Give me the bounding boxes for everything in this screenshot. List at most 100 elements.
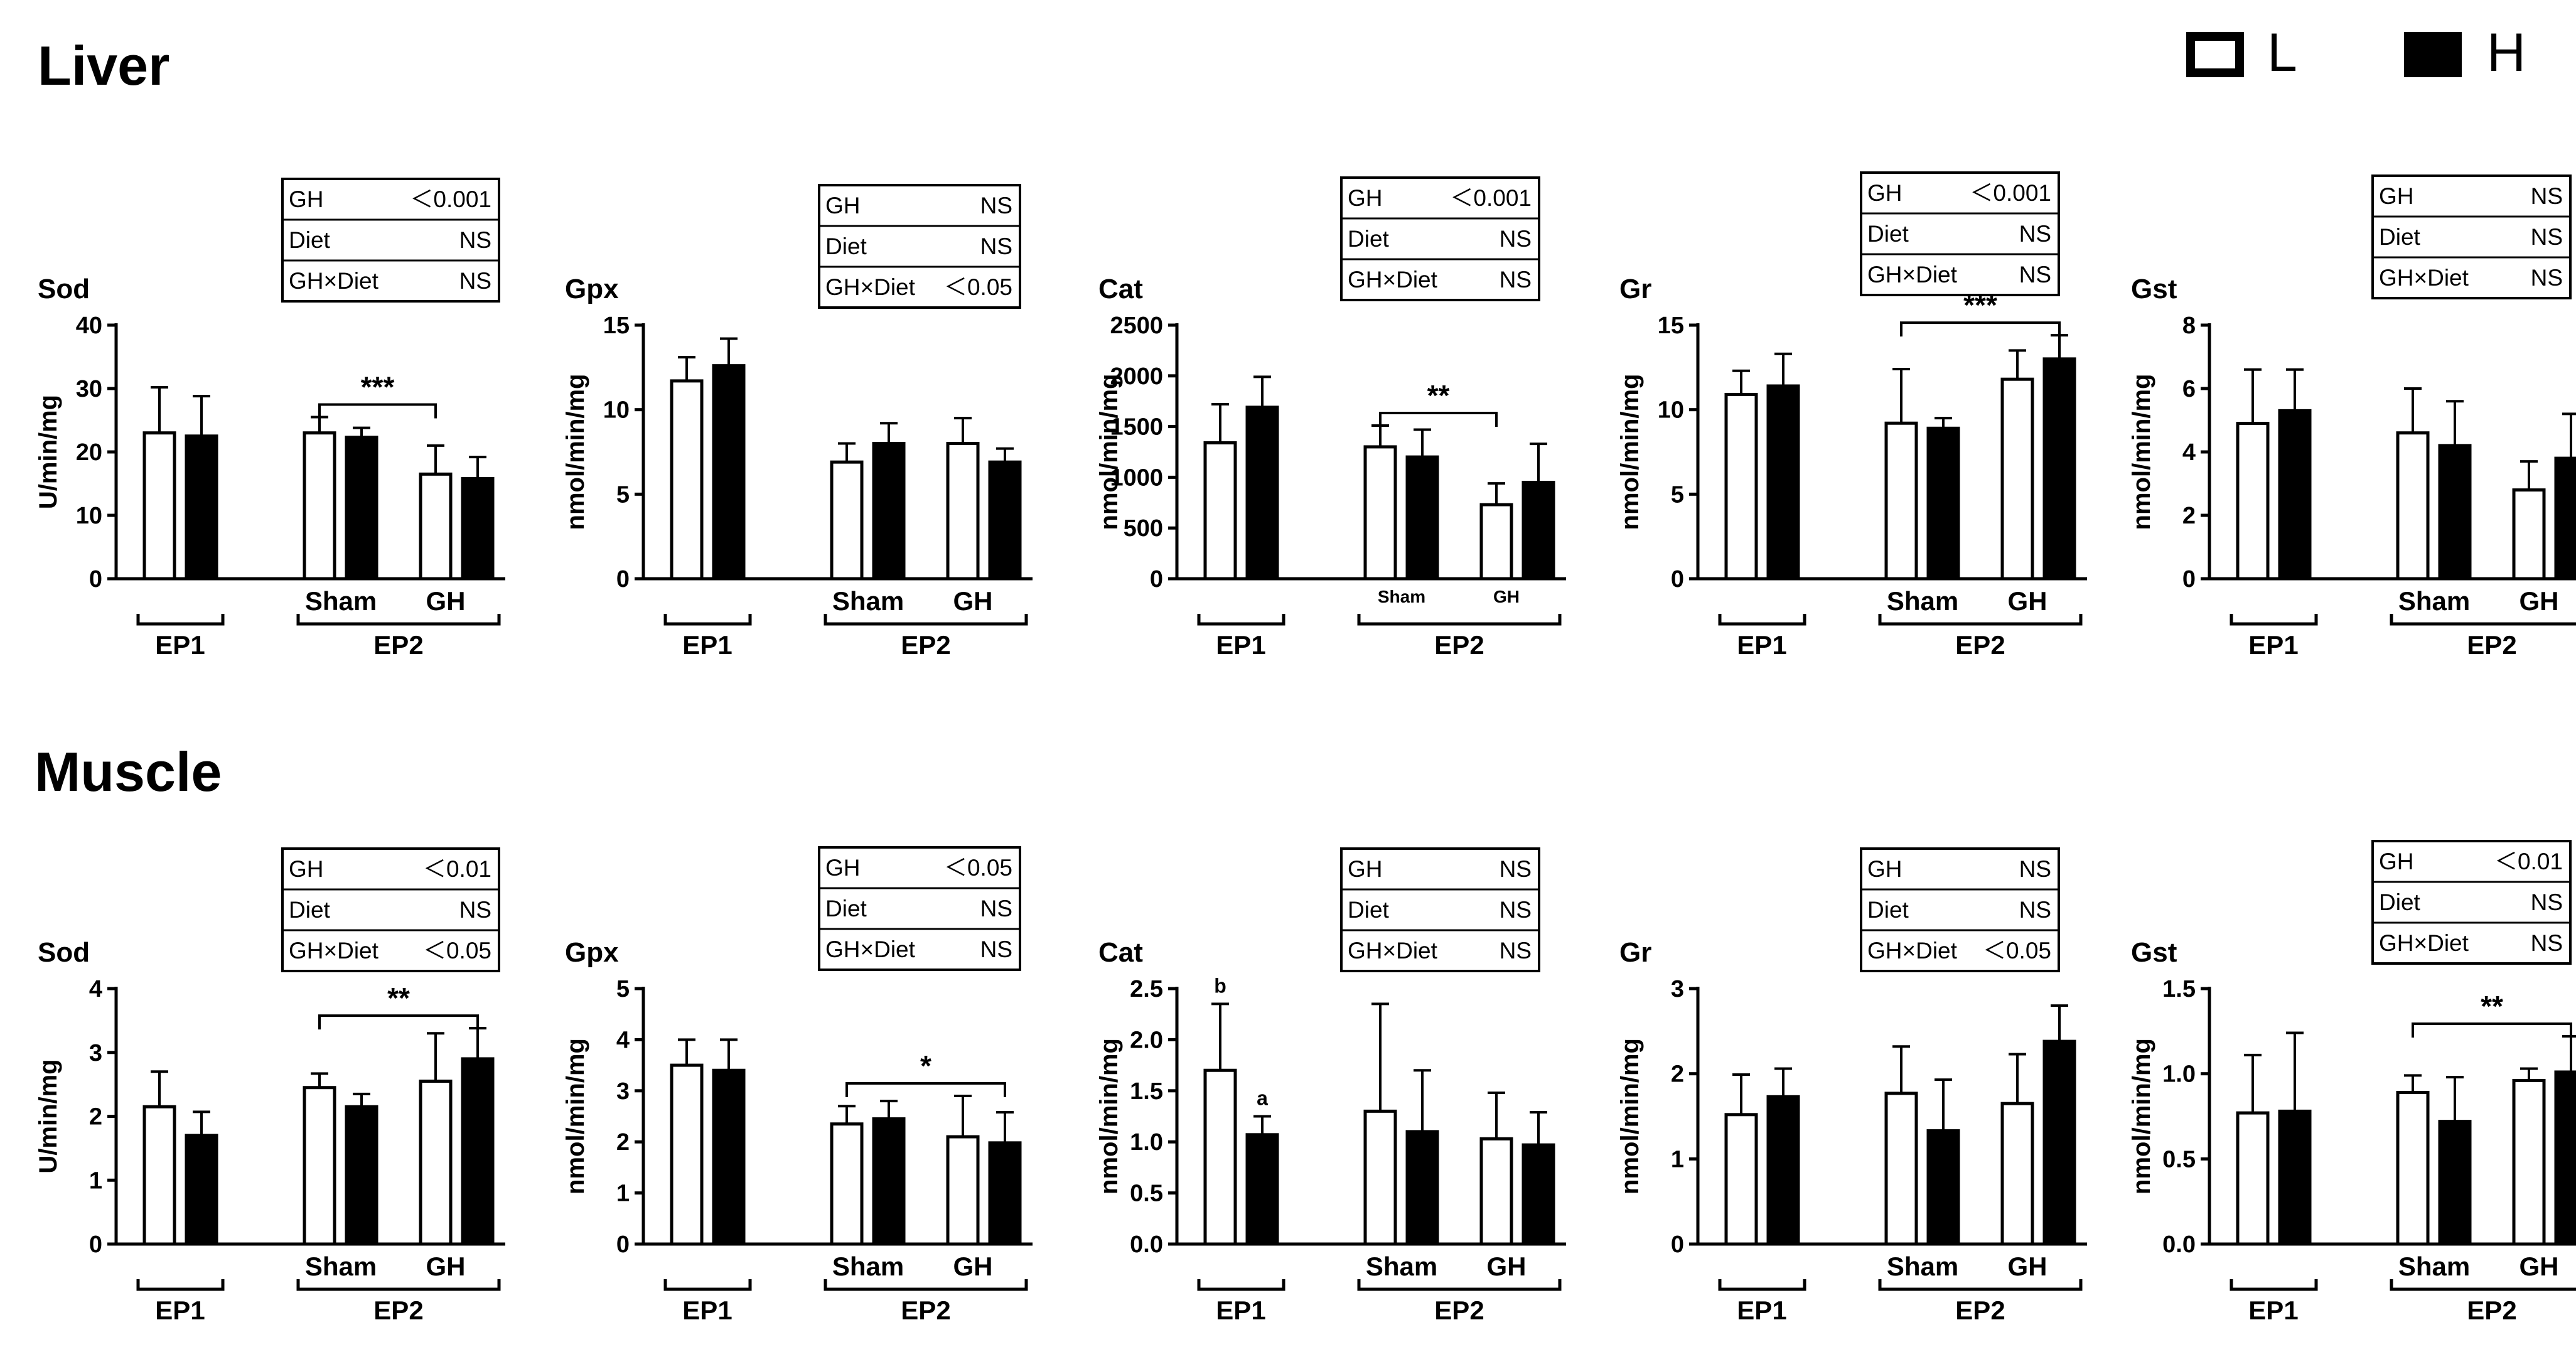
y-tick-label: 20 <box>76 439 102 466</box>
stats-box <box>818 846 1021 971</box>
stats-factor: GH <box>1867 856 1902 882</box>
bar-l <box>1479 503 1513 581</box>
bracket-ep2 <box>296 614 501 626</box>
stats-pvalue: NS <box>2019 897 2051 923</box>
significance-bracket <box>845 1081 1006 1097</box>
stats-factor: GH <box>1348 856 1383 882</box>
stats-factor: Diet <box>1867 897 1909 923</box>
bracket-ep2 <box>824 614 1028 626</box>
section-title-liver: Liver <box>38 35 169 97</box>
bar-h <box>1245 405 1279 581</box>
stats-pvalue: NS <box>980 936 1012 962</box>
bar-l <box>1203 441 1237 581</box>
stats-pvalue: NS <box>459 227 491 253</box>
y-tick-label: 10 <box>603 397 630 424</box>
bar-l <box>2000 377 2034 581</box>
y-tick-label: 1500 <box>1110 414 1163 441</box>
bar-l <box>2396 431 2430 581</box>
y-tick-label: 500 <box>1124 515 1163 542</box>
bar-l <box>1363 445 1397 581</box>
bar-h <box>2278 409 2312 581</box>
significance-bracket <box>318 1014 479 1030</box>
bar-l <box>946 1135 980 1246</box>
sub-label-gh: GH <box>2008 586 2047 616</box>
bracket-ep2 <box>1357 1279 1562 1291</box>
stats-pvalue: NS <box>1500 856 1532 882</box>
y-tick-label: 0 <box>89 566 102 593</box>
chart-title: Sod <box>38 937 90 968</box>
bar-h <box>1926 1129 1960 1246</box>
chart-title: Gr <box>1619 274 1651 304</box>
bracket-ep1 <box>663 614 752 626</box>
stats-box <box>1340 847 1540 972</box>
legend-low-swatch <box>2186 32 2244 77</box>
stats-box <box>2371 840 2572 965</box>
y-tick-label: 2000 <box>1110 363 1163 390</box>
group-label-ep2: EP2 <box>2467 1296 2516 1325</box>
stats-factor: Diet <box>825 233 867 259</box>
y-tick-label: 5 <box>1671 481 1684 508</box>
group-label-ep2: EP2 <box>1434 630 1484 660</box>
group-label-ep1: EP1 <box>2248 630 2298 660</box>
stats-factor: GH×Diet <box>1348 267 1438 292</box>
stats-factor: GH×Diet <box>1867 938 1958 963</box>
stats-pvalue: NS <box>1500 897 1532 923</box>
stats-box <box>2371 174 2572 299</box>
significance-marker: * <box>920 1049 931 1082</box>
bar-l <box>1724 392 1758 581</box>
chart-title: Gst <box>2131 937 2177 968</box>
bar-h <box>1766 1095 1800 1246</box>
bar-l <box>419 472 453 581</box>
y-axis-label: nmol/min/mg <box>562 1038 589 1194</box>
chart-muscle-sod: Sod U/min/mg 0 1 2 3 4 EP1 EP2 Sham GH ** GH ＜0.01 Die… <box>35 847 505 1325</box>
bar-h <box>2042 357 2076 581</box>
bar-h <box>872 1117 906 1246</box>
letter-label-h: a <box>1257 1087 1268 1110</box>
sub-label-sham: Sham <box>2398 1252 2470 1281</box>
legend-low-label: L <box>2267 23 2297 83</box>
stats-pvalue: NS <box>980 233 1012 259</box>
bar-h <box>1766 384 1800 581</box>
stats-factor: GH×Diet <box>1348 938 1438 963</box>
sub-label-sham: Sham <box>832 1252 904 1281</box>
stats-pvalue: ＜0.05 <box>944 274 1012 300</box>
chart-title: Gr <box>1619 937 1651 968</box>
chart-title: Gpx <box>565 274 619 304</box>
y-tick-label: 2 <box>89 1104 102 1130</box>
bracket-ep2 <box>296 1279 501 1291</box>
y-tick-label: 40 <box>76 313 102 339</box>
chart-muscle-gpx: Gpx nmol/min/mg 0 1 2 3 4 5 EP1 EP2 Sham GH * GH ＜0.05… <box>562 846 1033 1325</box>
y-tick-label: 3 <box>616 1078 630 1105</box>
y-axis-label: nmol/min/mg <box>1616 374 1644 530</box>
bar-l <box>946 442 980 581</box>
chart-muscle-gst: Gst nmol/min/mg 0.0 0.5 1.0 1.5 EP1 EP2 Sham GH **… <box>2128 840 2576 1325</box>
bar-h <box>185 434 218 581</box>
stats-factor: GH <box>289 856 324 882</box>
bar-h <box>2554 1070 2576 1246</box>
bar-h <box>1245 1133 1279 1246</box>
stats-pvalue: NS <box>980 193 1012 218</box>
bar-l <box>1724 1113 1758 1246</box>
y-tick-label: 0 <box>2182 566 2196 593</box>
stats-pvalue: NS <box>2019 856 2051 882</box>
bar-h <box>988 1141 1022 1246</box>
bar-h <box>345 1105 378 1246</box>
y-tick-label: 5 <box>616 481 630 508</box>
group-label-ep1: EP1 <box>1216 630 1265 660</box>
stats-factor: GH×Diet <box>289 268 379 294</box>
bracket-ep2 <box>2390 1279 2576 1291</box>
chart-title: Cat <box>1098 274 1143 304</box>
bar-l <box>1479 1137 1513 1246</box>
stats-pvalue: NS <box>980 896 1012 921</box>
bracket-ep2 <box>2390 614 2576 626</box>
stats-factor: GH <box>825 855 861 881</box>
stats-factor: GH×Diet <box>1867 262 1958 287</box>
sub-label-sham: Sham <box>1378 587 1425 606</box>
bar-h <box>2438 444 2472 581</box>
y-tick-label: 1000 <box>1110 464 1163 491</box>
bar-h <box>2554 456 2576 581</box>
y-tick-label: 1 <box>1671 1146 1684 1173</box>
bar-l <box>1363 1109 1397 1246</box>
significance-bracket <box>2412 1022 2572 1038</box>
stats-factor: Diet <box>289 227 331 253</box>
